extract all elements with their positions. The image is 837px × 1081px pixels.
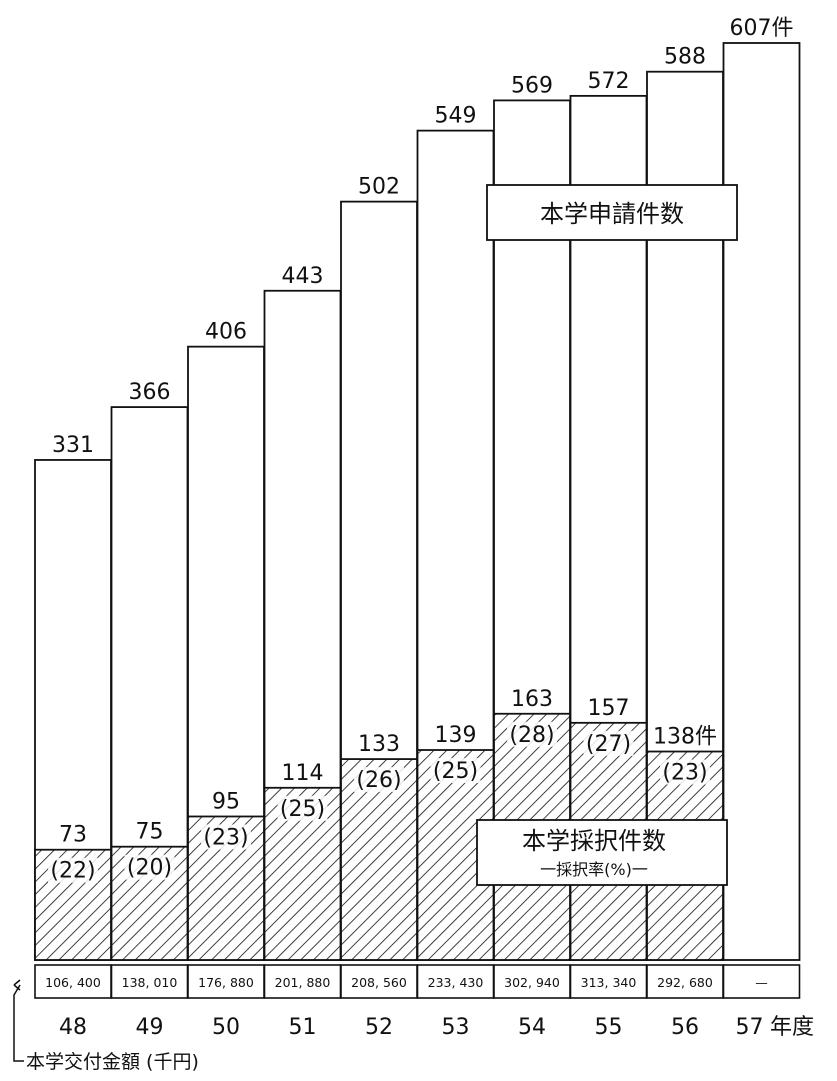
accepted-value-label: 75 [136, 820, 164, 845]
applications-legend-label: 本学申請件数 [540, 200, 684, 228]
grant-amount-cell [493, 964, 571, 999]
acceptance-rate-label: (23) [203, 825, 248, 850]
rate-label-background [660, 759, 710, 785]
rate-label-background [354, 767, 404, 793]
grant-amount-caption: 本学交付金額 (千円) [13, 979, 199, 1073]
grant-amount-cell [263, 964, 342, 999]
year-tick-label: 52 [365, 1015, 393, 1040]
applications-value-label: 569 [511, 73, 553, 98]
year-tick-label: 55 [595, 1015, 623, 1040]
grant-amount-value: 233, 430 [428, 975, 484, 990]
accepted-legend-label: 本学採択件数 [522, 827, 666, 855]
rate-label-background [48, 857, 98, 883]
grant-amount-value: 201, 880 [275, 975, 331, 990]
applications-legend-box: 本学申請件数 [486, 184, 738, 241]
accepted-bar [340, 758, 418, 961]
grant-amount-cell [646, 964, 724, 999]
accepted-value-label: 95 [212, 789, 240, 814]
year-tick-label: 51 [289, 1015, 317, 1040]
accepted-value-label: 163 [511, 687, 553, 712]
grant-amount-value: 138, 010 [122, 975, 178, 990]
year-tick-label: 53 [442, 1015, 470, 1040]
accepted-legend-box: 本学採択件数 一採択率(%)一 [476, 819, 728, 886]
acceptance-rate-label: (28) [509, 723, 554, 748]
accepted-value-label: 133 [358, 732, 400, 757]
accepted-legend-sublabel: 一採択率(%)一 [540, 860, 648, 879]
year-tick-label: 57 [736, 1015, 764, 1040]
acceptance-rate-label: (25) [433, 759, 478, 784]
grant-amount-value: — [755, 975, 768, 990]
year-tick-label: 56 [671, 1015, 699, 1040]
accepted-value-label: 139 [435, 723, 477, 748]
applications-value-label: 331 [52, 433, 94, 458]
grant-amount-value: 313, 340 [581, 975, 637, 990]
applications-value-label: 607件 [730, 16, 794, 41]
year-tick-label: 54 [518, 1015, 546, 1040]
rate-label-background [430, 758, 481, 784]
grant-amount-value: 208, 560 [351, 975, 407, 990]
rate-label-background [583, 730, 634, 756]
accepted-value-label: 138件 [653, 725, 717, 750]
accepted-value-label: 114 [282, 761, 324, 786]
applications-value-label: 572 [588, 69, 630, 94]
rate-label-background [124, 854, 175, 880]
year-unit-label: 年度 [770, 1015, 814, 1040]
year-tick-label: 49 [136, 1015, 164, 1040]
acceptance-rate-label: (27) [586, 732, 631, 757]
applications-value-label: 502 [358, 175, 400, 200]
rate-label-background [277, 795, 328, 821]
accepted-value-label: 73 [59, 823, 87, 848]
rate-label-background [507, 721, 557, 747]
applications-value-label: 406 [205, 320, 247, 345]
year-tick-label: 48 [59, 1015, 87, 1040]
grant-amount-value: 106, 400 [45, 975, 101, 990]
rate-label-background [201, 824, 251, 850]
applications-value-label: 366 [129, 380, 171, 405]
labels-layer: 73 (22) 331 75 (20) 366 95 (23) 406 114 (25) 443 133… [48, 16, 794, 884]
grant-amount-value: 292, 680 [657, 975, 713, 990]
applications-value-label: 549 [435, 104, 477, 129]
grant-amount-cell [722, 964, 801, 999]
year-axis: 48 49 50 51 52 53 54 55 56 57 [59, 1015, 764, 1040]
acceptance-rate-label: (26) [356, 768, 401, 793]
acceptance-rate-label: (23) [662, 761, 707, 786]
grant-amount-caption-label: 本学交付金額 (千円) [26, 1051, 199, 1073]
grant-amount-row: 106, 400 138, 010 176, 880 201, 880 208, 560… [34, 964, 801, 999]
accepted-value-label: 157 [588, 696, 630, 721]
grant-amount-cell [340, 964, 418, 999]
applications-value-label: 443 [282, 264, 324, 289]
acceptance-rate-label: (20) [127, 856, 172, 881]
grant-amount-cell [110, 964, 189, 999]
applications-bar [722, 42, 801, 961]
acceptance-rate-label: (22) [50, 859, 95, 884]
acceptance-rate-label: (25) [280, 797, 325, 822]
grant-amount-value: 302, 940 [504, 975, 560, 990]
year-tick-label: 50 [212, 1015, 240, 1040]
applications-value-label: 588 [664, 45, 706, 70]
grant-amount-value: 176, 880 [198, 975, 254, 990]
